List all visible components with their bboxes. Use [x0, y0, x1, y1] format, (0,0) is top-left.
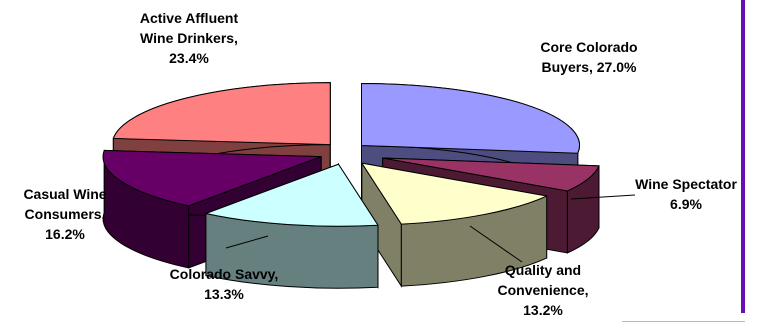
pie-slice-top [382, 157, 600, 192]
pie-slice-top [360, 162, 549, 225]
data-label-line: Convenience, [497, 282, 588, 298]
data-label-line: 13.3% [204, 286, 244, 302]
data-label-casual-wine-consumers: Casual Wine Consumers, 16.2% [23, 186, 106, 242]
data-label-line: Colorado Savvy, [170, 266, 279, 282]
data-label-line: Consumers, [25, 206, 106, 222]
data-label-line: Casual Wine [23, 186, 106, 202]
pie-slice-top [361, 82, 580, 154]
data-label-line: Active Affluent [140, 10, 239, 26]
data-label-line: Wine Drinkers, [140, 30, 238, 46]
right-margin-mask [745, 0, 760, 325]
data-label-line: 23.4% [169, 50, 209, 66]
slide-edge-base-line [622, 321, 745, 322]
slide-edge-accent-line [741, 0, 745, 313]
data-label-line: Core Colorado [540, 39, 637, 55]
data-label-line: 6.9% [670, 196, 702, 212]
data-label-core-colorado-buyers: Core Colorado Buyers, 27.0% [540, 39, 637, 75]
leader-line-colorado-savvy [225, 235, 269, 249]
leader-line-wine-spectator [570, 194, 636, 200]
data-label-line: Quality and [505, 262, 581, 278]
data-label-quality-and-convenience: Quality and Convenience, 13.2% [497, 262, 588, 318]
data-label-line: Buyers, 27.0% [542, 59, 637, 75]
data-label-active-affluent-wine-drinkers: Active Affluent Wine Drinkers, 23.4% [140, 10, 239, 66]
pie-slice-top [112, 82, 331, 146]
pie-slice-colorado-savvy [204, 162, 379, 289]
data-label-colorado-savvy: Colorado Savvy, 13.3% [170, 266, 279, 302]
pie-slice-top [204, 163, 379, 227]
data-label-line: Wine Spectator [635, 176, 737, 192]
data-label-line: 13.2% [523, 302, 563, 318]
leader-line-quality-and-convenience [469, 225, 523, 263]
data-label-line: 16.2% [45, 226, 85, 242]
pie-slice-top [102, 149, 322, 207]
pie-slice-quality-and-convenience [360, 161, 549, 288]
data-label-wine-spectator: Wine Spectator 6.9% [635, 176, 737, 212]
